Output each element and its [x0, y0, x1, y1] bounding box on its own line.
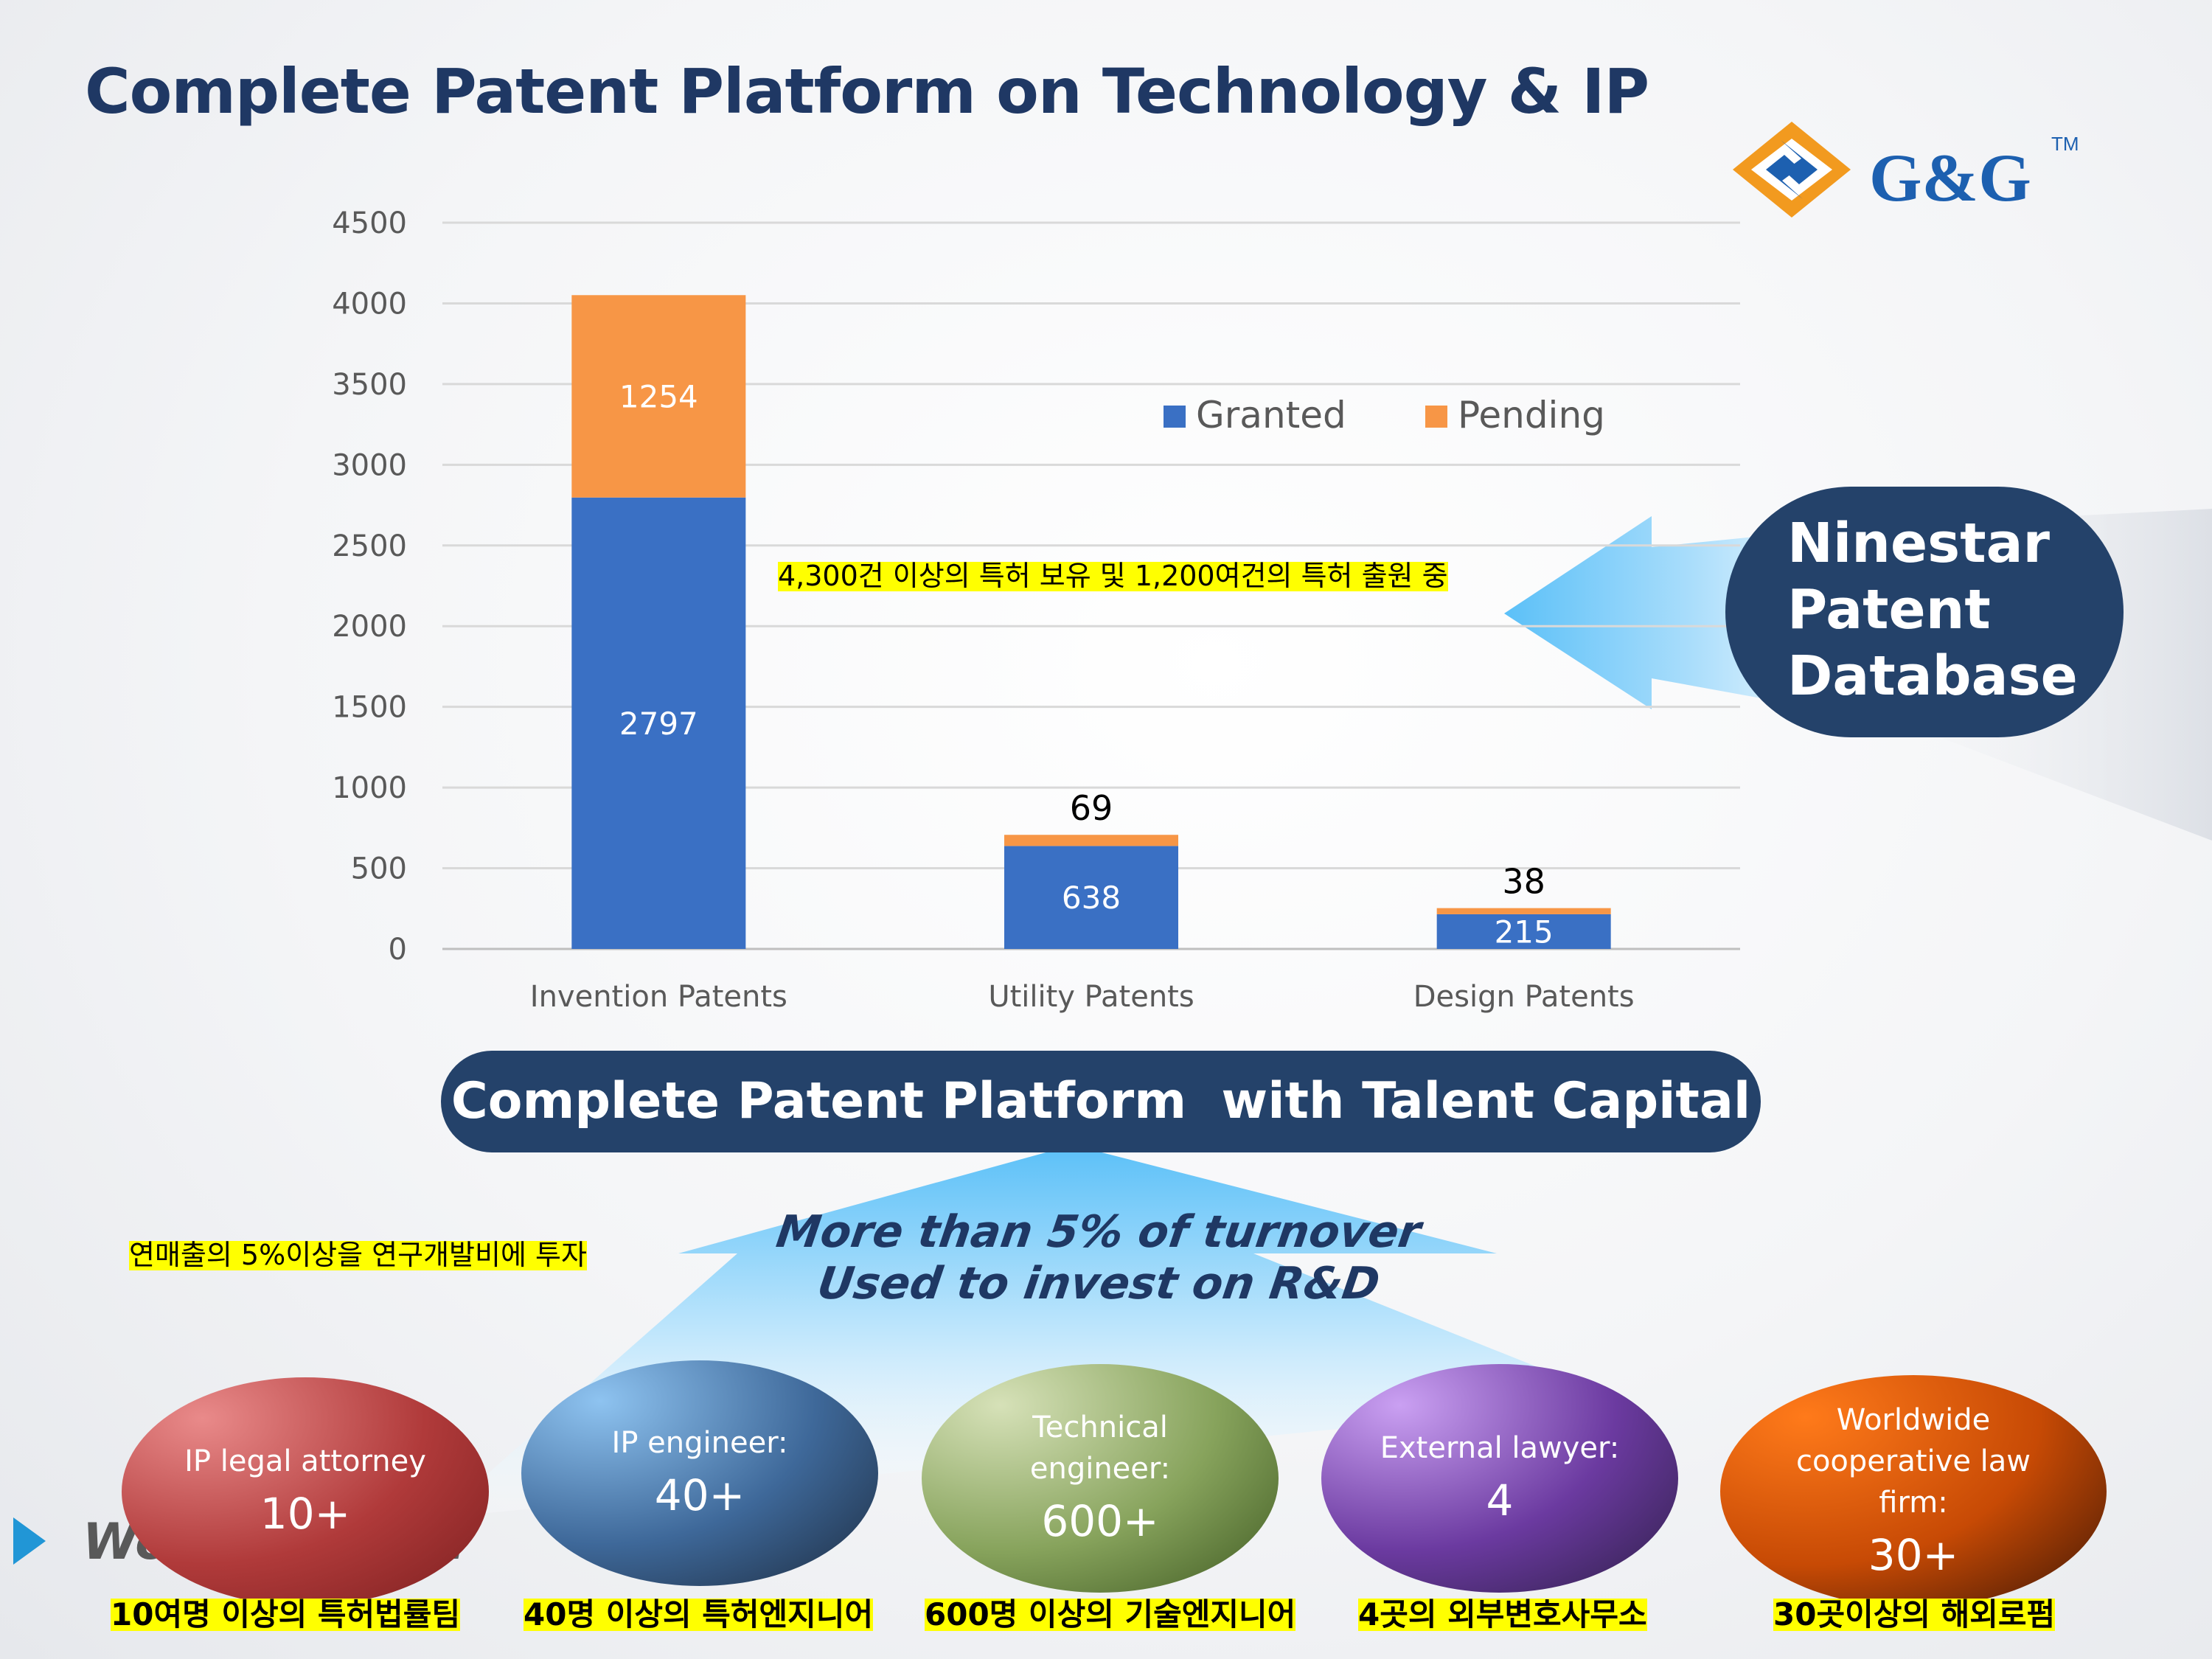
- x-category-label: Invention Patents: [530, 980, 787, 1014]
- play-triangle-icon: [13, 1517, 46, 1565]
- talent-count: 4: [1486, 1475, 1514, 1526]
- talent-caption-ip-engineer: 40명 이상의 특허엔지니어: [524, 1596, 874, 1632]
- kr-rd-note: 연매출의 5%이상을 연구개발비에 투자: [129, 1239, 587, 1271]
- database-label-line3: Database: [1787, 644, 2078, 708]
- talent-bubble-law-firm: Worldwide cooperative law firm: 30+: [1720, 1375, 2107, 1607]
- patent-chart: 0 500 1000 1500 2000 2500 3000 3500 4000 4500 279…: [332, 206, 1740, 1014]
- legend-swatch: [1164, 406, 1186, 428]
- talent-caption-ip-attorney: 10여명 이상의 특허법률팀: [111, 1596, 461, 1632]
- data-label: 38: [1502, 862, 1545, 902]
- talent-count: 30+: [1868, 1529, 1959, 1580]
- bar-granted: [571, 497, 746, 949]
- logo-trademark: TM: [2051, 133, 2079, 155]
- talent-caption-technical-engineer: 600명 이상의 기술엔지니어: [925, 1596, 1296, 1632]
- talent-role: Worldwide cooperative law firm:: [1795, 1402, 2031, 1520]
- x-axis-labels: Invention Patents Utility Patents Design P…: [530, 980, 1635, 1014]
- chart-legend: Granted Pending: [1164, 394, 1605, 437]
- bar-granted: [1004, 846, 1178, 949]
- bar-pending: [1004, 835, 1178, 846]
- y-axis-ticks: 0 500 1000 1500 2000 2500 3000 3500 4000 4500: [332, 206, 407, 967]
- database-label-line2: Patent: [1787, 578, 1991, 641]
- database-label-line1: Ninestar: [1787, 512, 2051, 575]
- logo-text: G&G: [1869, 140, 2031, 215]
- gg-logo: G&G TM: [1729, 118, 2112, 221]
- gg-logo-mark-icon: [1733, 122, 1851, 218]
- data-label: 215: [1495, 914, 1554, 950]
- y-tick-label: 3500: [332, 368, 407, 402]
- bar-pending: [571, 295, 746, 498]
- talent-bubble-external-lawyer: External lawyer: 4: [1321, 1364, 1678, 1593]
- y-tick-label: 4500: [332, 206, 407, 240]
- page-title: Complete Patent Platform on Technology &…: [85, 55, 1649, 128]
- talent-bubble-ip-attorney: IP legal attorney 10+: [122, 1377, 489, 1606]
- rd-line1: More than 5% of turnover: [773, 1206, 1425, 1258]
- y-tick-label: 2500: [332, 529, 407, 563]
- talent-count: 40+: [654, 1470, 745, 1520]
- kr-patent-note: 4,300건 이상의 특허 보유 및 1,200여건의 특허 출원 중: [778, 560, 1448, 592]
- y-tick-label: 4000: [332, 287, 407, 321]
- talent-role: IP engineer:: [611, 1426, 788, 1460]
- x-category-label: Utility Patents: [988, 980, 1194, 1014]
- data-label: 2797: [619, 706, 698, 742]
- legend-label: Pending: [1458, 394, 1605, 437]
- y-tick-label: 500: [351, 852, 407, 886]
- data-label: 69: [1070, 788, 1113, 828]
- x-category-label: Design Patents: [1413, 980, 1635, 1014]
- legend-swatch: [1425, 406, 1447, 428]
- chart-bars: 2797 1254 638 69 215 38: [571, 295, 1611, 950]
- legend-label: Granted: [1196, 394, 1346, 437]
- talent-bubble-technical-engineer: Technical engineer: 600+: [922, 1364, 1279, 1593]
- talent-role: IP legal attorney: [184, 1444, 426, 1478]
- data-label: 638: [1062, 880, 1121, 916]
- talent-role: Technical engineer:: [1029, 1411, 1171, 1486]
- talent-caption-law-firm: 30곳이상의 해외로펌: [1773, 1596, 2056, 1632]
- talent-count: 600+: [1041, 1496, 1159, 1546]
- talent-count: 10+: [260, 1489, 351, 1539]
- data-label: 1254: [619, 379, 698, 415]
- y-tick-label: 1000: [332, 771, 407, 805]
- y-tick-label: 0: [389, 933, 407, 967]
- platform-banner: Complete Patent Platform with Talent Cap…: [441, 1051, 1761, 1152]
- rd-line2: Used to invest on R&D: [814, 1258, 1383, 1310]
- talent-caption-external-lawyer: 4곳의 외부변호사무소: [1358, 1596, 1647, 1632]
- database-badge: Ninestar Patent Database: [1725, 487, 2124, 737]
- y-tick-label: 1500: [332, 691, 407, 725]
- talent-bubble-ip-engineer: IP engineer: 40+: [521, 1360, 878, 1586]
- y-tick-label: 3000: [332, 448, 407, 482]
- talent-role: External lawyer:: [1380, 1431, 1620, 1465]
- bar-pending: [1436, 908, 1611, 914]
- y-tick-label: 2000: [332, 610, 407, 644]
- bar-granted: [1436, 914, 1611, 949]
